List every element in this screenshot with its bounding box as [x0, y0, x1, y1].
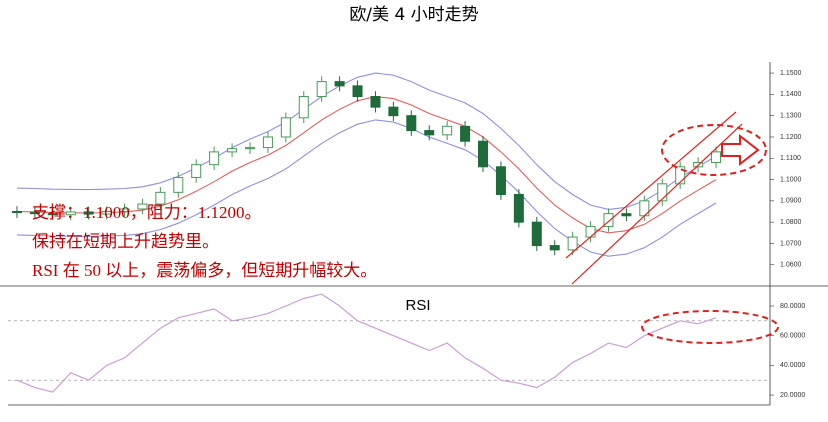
plot: 1.0600 1.0700 1.0800 1.0900 1.1000 1.1100 1.12…: [8, 70, 805, 399]
annotation: 保持在短期上升趋势里。: [32, 232, 219, 251]
candle-body: [460, 125, 471, 142]
candle-body: [29, 212, 40, 215]
candle-body: [119, 208, 130, 213]
y-tick-label: 1.1400: [780, 91, 802, 98]
candle-body: [11, 211, 22, 214]
candle-body: [298, 96, 309, 119]
candle-body: [209, 151, 220, 166]
y-tick-label: 1.0600: [780, 262, 802, 269]
candle-body: [388, 106, 399, 117]
candle-body: [137, 203, 148, 210]
candle-body: [65, 211, 76, 216]
candle-body: [316, 81, 327, 98]
rsi-line: [16, 293, 717, 393]
arrow: [721, 133, 760, 167]
y-tick-label: 40.0000: [780, 362, 805, 369]
y-tick-label: 1.0700: [780, 240, 802, 247]
candle-body: [675, 166, 686, 185]
candle-body: [227, 148, 238, 153]
candle-body: [155, 191, 166, 205]
candle-body: [47, 213, 58, 216]
y-tick-label: 1.1300: [780, 113, 802, 120]
candle-body: [101, 211, 112, 215]
candle-body: [406, 115, 417, 132]
highlight-ellipse: [661, 124, 767, 176]
highlight-ellipse: [641, 310, 779, 344]
candle-body: [280, 117, 291, 138]
candle-body: [262, 136, 273, 149]
candle-body: [83, 211, 94, 215]
y-tick-label: 1.1100: [780, 155, 801, 162]
chart-title: 欧/美 4 小时走势: [349, 5, 478, 25]
candle-body: [334, 81, 345, 87]
candle-body: [621, 213, 632, 217]
band-line: [16, 72, 717, 210]
y-tick-label: 1.0800: [780, 219, 802, 226]
rsi-title: RSI: [405, 297, 430, 314]
band-line: [16, 119, 717, 257]
candle-body: [657, 183, 668, 202]
candle-body: [370, 96, 381, 108]
candle-body: [567, 236, 578, 251]
y-tick-label: 1.1500: [780, 70, 802, 77]
candle-body: [531, 221, 542, 247]
trend-line: [565, 111, 737, 259]
candle-body: [478, 140, 489, 168]
y-tick-label: 20.0000: [780, 392, 805, 399]
y-tick-label: 80.0000: [780, 303, 805, 310]
candle-body: [603, 213, 614, 227]
candle-body: [244, 147, 255, 150]
annotation: 支撑：1.1000，阻力：1.1200。: [32, 203, 262, 222]
candle-body: [191, 164, 202, 178]
candle-body: [513, 193, 524, 223]
candle-body: [424, 130, 435, 136]
band-line: [16, 95, 717, 234]
y-tick-label: 60.0000: [780, 333, 805, 340]
candle-body: [711, 151, 722, 164]
trend-line: [571, 123, 743, 285]
candle-body: [549, 245, 560, 251]
candle-body: [352, 85, 363, 98]
candle-body: [495, 166, 506, 195]
candle-body: [585, 225, 596, 238]
y-tick-label: 1.0900: [780, 198, 802, 205]
candle-body: [173, 176, 184, 193]
y-tick-label: 1.1000: [780, 176, 802, 183]
candle-body: [442, 125, 453, 136]
annotation: RSI 在 50 以上，震荡偏多，但短期升幅较大。: [32, 261, 377, 280]
y-tick-label: 1.1200: [780, 134, 802, 141]
